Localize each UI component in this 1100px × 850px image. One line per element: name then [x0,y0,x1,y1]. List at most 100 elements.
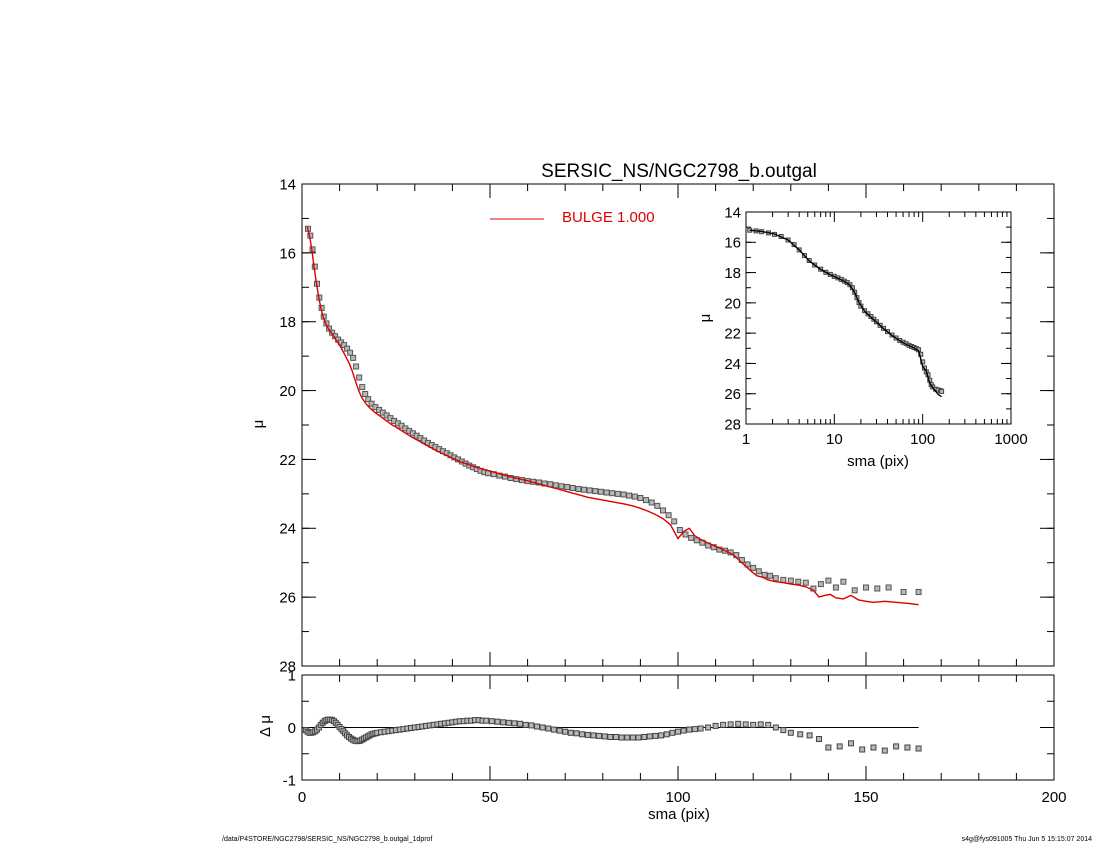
data-point [761,571,768,578]
inset-plot-marks [747,227,945,398]
inset-plot-frame [745,211,1012,425]
chart-title: SERSIC_NS/NGC2798_b.outgal [541,161,817,182]
data-point [816,736,822,742]
x-tick-label: 200 [1041,789,1066,806]
data-point [618,734,625,741]
data-point [658,732,665,739]
data-point [556,727,563,734]
data-point [620,491,627,498]
y-tick-label: 20 [724,295,741,312]
data-point [603,489,610,496]
y-tick-label: 28 [279,658,296,675]
inset-background [746,212,1011,424]
x-tick-label: 10 [826,431,843,448]
data-point [569,485,576,491]
data-point [817,581,824,588]
data-point [750,721,757,728]
data-point [567,729,574,736]
data-point [552,482,559,489]
data-point [648,499,655,506]
data-point [564,484,571,490]
data-point [607,734,614,740]
data-point [742,721,749,728]
data-point [500,719,507,726]
data-point [597,488,604,495]
data-point [755,568,762,575]
y-tick-label: 20 [279,383,296,400]
data-point [581,486,587,493]
data-point [652,732,659,739]
data-point [637,495,644,501]
data-point [744,561,751,568]
data-point [691,726,698,733]
data-point [836,743,843,750]
data-point [859,746,866,753]
data-point [350,354,357,361]
data-point [840,578,847,585]
data-point [353,363,360,370]
y-tick-label: 28 [724,416,741,433]
data-point [613,734,619,740]
data-point [750,564,757,571]
data-point [545,725,552,732]
data-point [780,727,787,734]
data-point [915,589,922,595]
y-tick-label: 18 [724,265,741,282]
inset-x-axis-label: sma (pix) [847,453,909,470]
data-point [669,729,676,736]
data-point [772,575,779,582]
data-point [558,483,565,490]
data-point [671,518,678,525]
y-tick-label: 1 [288,667,296,684]
y-tick-label: 0 [288,720,296,737]
data-point [522,721,529,728]
inset-y-axis-label: μ [697,314,714,323]
data-point [795,578,802,585]
data-point [483,717,490,724]
data-point [575,486,582,492]
data-point [631,493,638,500]
data-point [539,724,546,731]
data-point [365,396,372,403]
residual-plot-marks [302,716,922,754]
legend-label: BULGE 1.000 [562,209,655,226]
data-point [362,391,369,397]
data-point [488,718,495,725]
data-point [767,572,774,579]
footer-timestamp: s4g@fys091005 Thu Jun 5 15:15:07 2014 [961,836,1092,843]
data-point [528,722,535,729]
footer-file-path: /data/P4STORE/NGC2798/SERSIC_NS/NGC2798_… [222,836,433,843]
data-point [727,721,734,728]
data-point [675,728,681,735]
data-point [635,734,642,741]
y-tick-label: 18 [279,314,296,331]
data-point [641,734,648,740]
data-point [832,584,839,591]
y-tick-label: 16 [279,245,296,262]
data-point [624,734,631,741]
x-tick-label: 150 [853,789,878,806]
data-point [590,732,597,739]
y-tick-label: 24 [279,521,296,538]
data-point [573,730,580,737]
data-point [881,747,888,754]
data-point [663,731,670,738]
data-point [870,744,877,751]
data-point [848,740,854,747]
data-point [359,384,366,391]
data-point [356,374,363,381]
data-point [735,720,742,727]
residual-axis-ticks: 0 50 100 150 200-101 [283,667,1067,806]
data-point [900,589,907,595]
data-point [688,534,695,541]
data-point [626,492,633,499]
data-point [825,577,832,584]
data-point [676,527,683,533]
data-point [802,579,809,586]
y-tick-label: 26 [724,386,741,403]
x-tick-label: 0 [298,789,306,806]
data-point [686,726,693,733]
data-point [680,727,687,734]
data-point [592,488,599,495]
